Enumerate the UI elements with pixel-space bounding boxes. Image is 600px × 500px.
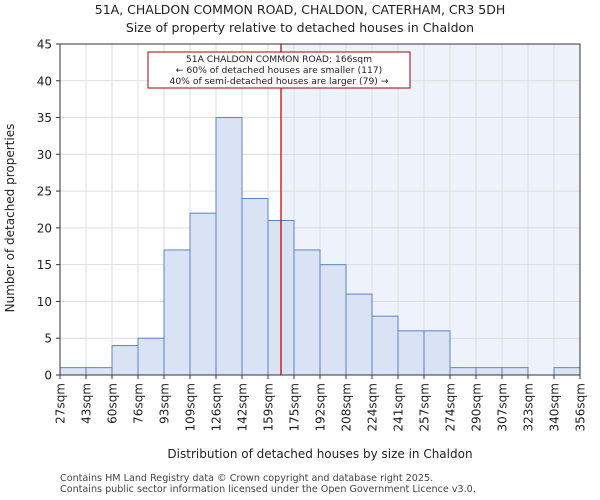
histogram-bar bbox=[85, 367, 113, 376]
x-axis-label: Distribution of detached houses by size … bbox=[167, 447, 472, 461]
x-tick-label: 159sqm bbox=[262, 383, 276, 431]
histogram-bar bbox=[163, 249, 191, 376]
x-tick-label: 60sqm bbox=[106, 383, 120, 424]
histogram-bar bbox=[111, 345, 139, 376]
annotation-frame bbox=[147, 51, 411, 89]
x-tick-label: 257sqm bbox=[418, 383, 432, 431]
histogram-bar bbox=[397, 330, 425, 376]
histogram-bar bbox=[475, 367, 503, 376]
y-tick-label: 20 bbox=[37, 221, 52, 235]
histogram-bar bbox=[423, 330, 451, 376]
x-tick-label: 192sqm bbox=[314, 383, 328, 431]
x-tick-label: 109sqm bbox=[184, 383, 198, 431]
histogram-bar bbox=[189, 212, 217, 376]
histogram-bar bbox=[293, 249, 321, 376]
x-tick-label: 175sqm bbox=[288, 383, 302, 431]
x-tick-label: 323sqm bbox=[522, 383, 536, 431]
x-tick-label: 274sqm bbox=[444, 383, 458, 431]
y-tick-label: 0 bbox=[44, 369, 52, 383]
histogram-bar bbox=[59, 367, 87, 376]
x-tick-label: 43sqm bbox=[80, 383, 94, 424]
histogram-bar bbox=[241, 197, 269, 376]
x-tick-label: 356sqm bbox=[574, 383, 588, 431]
histogram-bar bbox=[371, 315, 399, 376]
y-tick-label: 30 bbox=[37, 148, 52, 162]
annotation-line-3: 40% of semi-detached houses are larger (… bbox=[169, 76, 388, 87]
y-tick-label: 15 bbox=[37, 258, 52, 272]
x-tick-label: 224sqm bbox=[366, 383, 380, 431]
x-tick-label: 241sqm bbox=[392, 383, 406, 431]
y-tick-label: 35 bbox=[37, 111, 52, 125]
histogram-bar bbox=[215, 117, 243, 376]
histogram-bar bbox=[449, 367, 477, 376]
y-tick-label: 40 bbox=[37, 74, 52, 88]
x-tick-label: 27sqm bbox=[54, 383, 68, 424]
y-axis-label: Number of detached properties bbox=[3, 124, 17, 313]
x-tick-label: 126sqm bbox=[210, 383, 224, 431]
annotation-box: 51A CHALDON COMMON ROAD: 166sqm ← 60% of… bbox=[147, 51, 411, 89]
y-tick-label: 25 bbox=[37, 185, 52, 199]
x-tick-label: 142sqm bbox=[236, 383, 250, 431]
x-tick-label: 208sqm bbox=[340, 383, 354, 431]
y-tick-label: 10 bbox=[37, 295, 52, 309]
y-tick-label: 45 bbox=[37, 38, 52, 52]
x-axis-ticks: 27sqm 43sqm 60sqm 76sqm 93sqm 109sqm 126sqm 142… bbox=[54, 375, 588, 431]
chart-title: 51A, CHALDON COMMON ROAD, CHALDON, CATER… bbox=[94, 2, 506, 17]
histogram-bar bbox=[553, 367, 581, 376]
histogram-bar bbox=[137, 337, 165, 376]
y-axis-ticks: 0 5 10 15 20 25 30 35 40 45 bbox=[37, 38, 60, 383]
annotation-line-2: ← 60% of detached houses are smaller (11… bbox=[176, 65, 382, 76]
x-tick-label: 307sqm bbox=[496, 383, 510, 431]
annotation-line-1: 51A CHALDON COMMON ROAD: 166sqm bbox=[186, 54, 372, 65]
footer-licence: Contains public sector information licen… bbox=[60, 484, 476, 495]
x-tick-label: 290sqm bbox=[470, 383, 484, 431]
histogram-bar bbox=[501, 367, 529, 376]
y-tick-label: 5 bbox=[44, 332, 52, 346]
histogram-bar bbox=[345, 293, 373, 376]
chart-subtitle: Size of property relative to detached ho… bbox=[125, 20, 475, 35]
footer-copyright: Contains HM Land Registry data © Crown c… bbox=[60, 473, 434, 484]
x-tick-label: 76sqm bbox=[132, 383, 146, 424]
x-tick-label: 93sqm bbox=[158, 383, 172, 424]
histogram-bar bbox=[319, 264, 347, 376]
x-tick-label: 340sqm bbox=[548, 383, 562, 431]
